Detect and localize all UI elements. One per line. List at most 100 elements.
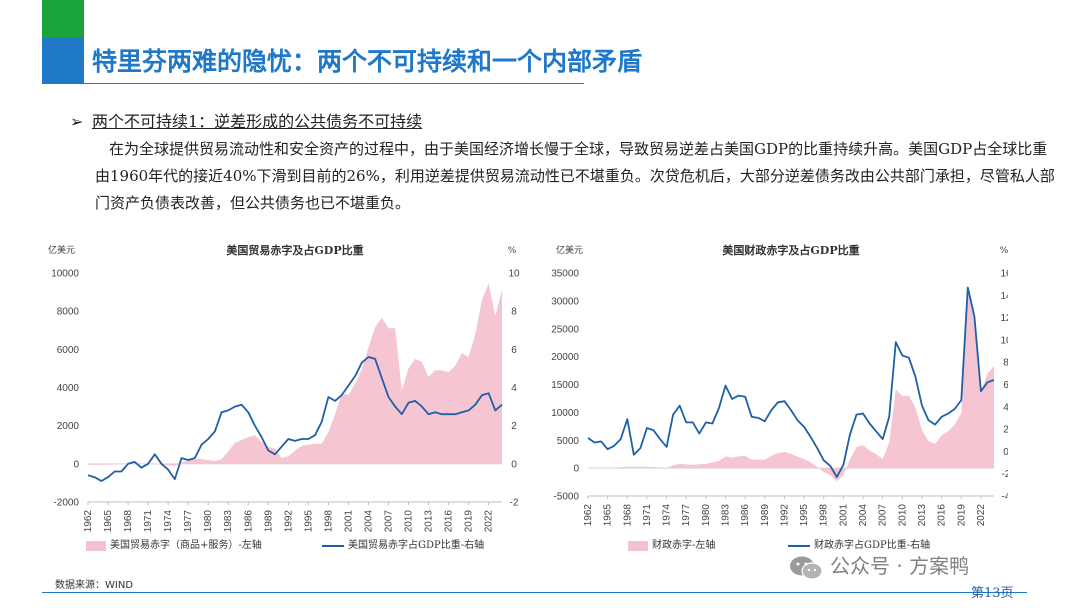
y-left-tick-label: 25000 (551, 324, 579, 335)
y-left-tick-label: 10000 (51, 269, 79, 280)
x-tick-label: 1995 (303, 510, 314, 533)
x-tick-label: 2013 (424, 510, 435, 533)
x-tick-label: 1962 (583, 504, 594, 527)
x-tick-label: 1992 (283, 510, 294, 533)
x-tick-label: 1971 (642, 504, 653, 527)
x-tick-label: 2016 (937, 504, 948, 527)
y-left-tick-label: 35000 (551, 269, 579, 280)
y-left-tick-label: 6000 (57, 345, 80, 356)
wechat-icon (790, 556, 823, 580)
line-series-1 (587, 286, 995, 478)
legend-line-swatch (322, 544, 344, 547)
x-tick-label: 2004 (858, 504, 869, 527)
x-tick-label: 1980 (701, 504, 712, 527)
header-accent-blue (42, 38, 84, 84)
trade-deficit-chart: 美国贸易赤字及占GDP比重 亿美元% -2000 0 2000 4000 6000 8000 1… (40, 236, 540, 566)
y-right-tick-label: 0 (1003, 447, 1008, 458)
y-left-tick-label: 20000 (551, 352, 579, 363)
x-tick-label: 1989 (263, 510, 274, 533)
y-right-tick-label: 2 (1003, 425, 1008, 436)
y-right-tick-label: 6 (511, 345, 517, 356)
y-left-unit: 亿美元 (556, 244, 583, 256)
x-tick-label: 1974 (662, 504, 673, 527)
y-right-tick-label: 14 (1000, 291, 1008, 302)
x-tick-label: 2019 (464, 510, 475, 533)
y-right-tick-label: -4 (1002, 492, 1008, 503)
y-right-tick-label: 4 (1003, 402, 1008, 413)
watermark-text: 公众号 · 方案鸭 (830, 554, 970, 578)
fiscal-deficit-chart: 美国财政赤字及占GDP比重 亿美元% -5000 0 5000 10000 15000 200… (548, 236, 1008, 566)
x-tick-label: 1992 (779, 504, 790, 527)
y-right-unit: % (1000, 246, 1008, 256)
y-left-tick-label: 5000 (557, 436, 580, 447)
bullet-arrow-icon: ➢ (70, 112, 84, 131)
title-bar: 特里芬两难的隐忧：两个不可持续和一个内部矛盾 (84, 38, 1080, 84)
x-tick-label: 1968 (123, 510, 134, 533)
y-right-tick-label: 2 (511, 421, 517, 432)
x-tick-label: 2013 (917, 504, 928, 527)
legend-line: 美国贸易赤字占GDP比重-右轴 (322, 536, 484, 551)
chart-title: 美国贸易赤字及占GDP比重 (226, 243, 363, 257)
legend-area-label: 美国贸易赤字（商品+服务）-左轴 (110, 540, 262, 551)
x-tick-label: 1962 (83, 510, 94, 533)
x-tick-label: 2001 (838, 504, 849, 527)
title-underline (84, 83, 584, 84)
x-tick-label: 1986 (740, 504, 751, 527)
y-right-unit: % (508, 246, 517, 256)
page-number: 第13页 (971, 586, 1014, 601)
x-tick-label: 2016 (444, 510, 455, 533)
x-tick-label: 2004 (363, 510, 374, 533)
x-tick-label: 2010 (404, 510, 415, 533)
legend-area: 财政赤字-左轴 (628, 536, 715, 551)
legend-line-label: 美国贸易赤字占GDP比重-右轴 (348, 540, 485, 551)
area-series-0 (88, 283, 502, 467)
x-tick-label: 1971 (143, 510, 154, 533)
y-left-tick-label: -5000 (553, 492, 579, 503)
x-tick-label: 1965 (103, 510, 114, 533)
y-right-tick-label: -2 (1002, 469, 1008, 480)
y-right-tick-label: 6 (1003, 380, 1008, 391)
x-tick-label: 1977 (183, 510, 194, 533)
y-left-tick-label: 2000 (57, 421, 80, 432)
x-tick-label: 1965 (603, 504, 614, 527)
y-left-tick-label: -2000 (53, 498, 79, 509)
legend-line: 财政赤字占GDP比重-右轴 (788, 536, 930, 551)
y-left-tick-label: 10000 (551, 408, 579, 419)
x-tick-label: 1980 (203, 510, 214, 533)
area-series-1 (588, 293, 994, 482)
x-tick-label: 2022 (484, 510, 495, 533)
y-right-tick-label: 10 (508, 269, 520, 280)
section-heading-row: ➢ 两个不可持续1：逆差形成的公共债务不可持续 (70, 108, 422, 132)
x-tick-label: 2007 (878, 504, 889, 527)
y-left-tick-label: 0 (73, 459, 79, 470)
x-tick-label: 1998 (323, 510, 334, 533)
y-right-tick-label: 8 (1003, 358, 1008, 369)
x-tick-label: 2022 (976, 504, 987, 527)
x-tick-label: 2019 (956, 504, 967, 527)
y-right-tick-label: 8 (511, 307, 517, 318)
y-left-tick-label: 0 (573, 464, 579, 475)
x-tick-label: 1974 (163, 510, 174, 533)
y-right-tick-label: -2 (510, 498, 519, 509)
legend-area-swatch (86, 540, 106, 551)
y-left-unit: 亿美元 (48, 244, 75, 256)
x-tick-label: 1983 (223, 510, 234, 533)
y-left-tick-label: 30000 (551, 296, 579, 307)
y-right-tick-label: 0 (511, 459, 517, 470)
chart-title: 美国财政赤字及占GDP比重 (722, 243, 859, 257)
y-right-tick-label: 12 (1000, 313, 1008, 324)
section-heading: 两个不可持续1：逆差形成的公共债务不可持续 (92, 112, 423, 131)
x-tick-label: 2007 (383, 510, 394, 533)
legend-line-swatch (788, 544, 810, 547)
page-title: 特里芬两难的隐忧：两个不可持续和一个内部矛盾 (92, 47, 643, 76)
y-left-tick-label: 4000 (57, 383, 80, 394)
y-right-tick-label: 16 (1000, 269, 1008, 280)
legend-area: 美国贸易赤字（商品+服务）-左轴 (86, 536, 262, 551)
y-left-tick-label: 15000 (551, 380, 579, 391)
x-tick-label: 2001 (343, 510, 354, 533)
legend-area-label: 财政赤字-左轴 (652, 540, 716, 551)
x-tick-label: 1968 (622, 504, 633, 527)
legend-area-swatch (628, 540, 648, 551)
x-tick-label: 1995 (799, 504, 810, 527)
x-tick-label: 1998 (819, 504, 830, 527)
